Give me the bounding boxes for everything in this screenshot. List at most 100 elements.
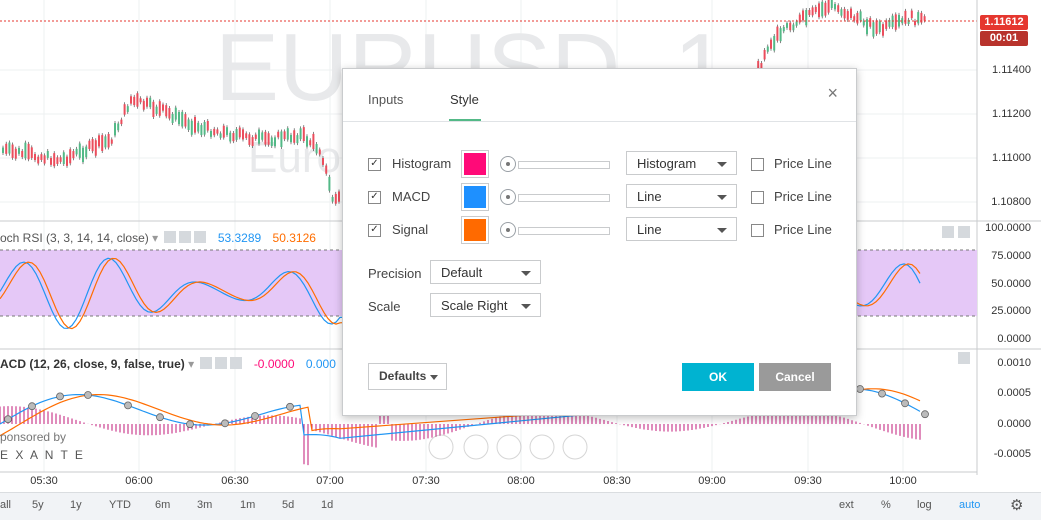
candle-body <box>334 193 337 204</box>
legend-dropdown-icon[interactable]: ▾ <box>188 357 195 371</box>
macd-visible-checkbox[interactable]: ✓ <box>368 191 381 204</box>
macd-cross-marker <box>878 389 886 398</box>
candle-body <box>174 107 177 120</box>
ext-button[interactable]: ext <box>839 499 854 511</box>
candle-body <box>834 4 836 10</box>
slider-knob[interactable] <box>500 189 516 205</box>
macd-cross-marker <box>56 392 64 401</box>
range-6m-button[interactable]: 6m <box>155 499 171 511</box>
histogram-color-picker[interactable] <box>461 150 489 178</box>
macd-color-picker[interactable] <box>461 183 489 211</box>
auto-button[interactable]: auto <box>959 499 981 511</box>
candle-body <box>920 12 923 23</box>
gear-icon[interactable] <box>215 357 228 369</box>
signal-color-picker[interactable] <box>461 216 489 244</box>
log-button[interactable]: log <box>917 499 932 511</box>
time-label: 10:00 <box>889 475 917 487</box>
range-all-button[interactable]: all <box>0 499 12 511</box>
range-3m-button[interactable]: 3m <box>197 499 213 511</box>
candle-body <box>130 96 132 104</box>
candle-body <box>37 156 40 164</box>
range-1m-button[interactable]: 1m <box>240 499 256 511</box>
candle-body <box>811 7 814 16</box>
candle-body <box>872 22 875 37</box>
macd-color-swatch <box>464 186 486 208</box>
candle-body <box>18 147 20 154</box>
stoch-rsi-legend[interactable]: och RSI (3, 3, 14, 14, close) ▾ 53.3289 … <box>0 231 316 245</box>
macd-price-line-checkbox[interactable] <box>751 191 764 204</box>
price-candles <box>2 0 926 206</box>
candle-body <box>206 120 209 131</box>
pane-up-icon[interactable] <box>942 226 954 238</box>
tab-inputs[interactable]: Inputs <box>368 92 404 107</box>
tab-style[interactable]: Style <box>450 92 479 107</box>
slider-knob[interactable] <box>500 222 516 238</box>
sponsored-by-label: ponsored by <box>0 430 67 444</box>
signal-opacity-slider[interactable] <box>500 222 610 238</box>
slider-knob[interactable] <box>500 156 516 172</box>
signal-price-line-checkbox[interactable] <box>751 224 764 237</box>
candle-body <box>149 97 152 108</box>
macd-plot-type-select[interactable]: Line <box>626 184 737 208</box>
legend-dropdown-icon[interactable]: ▾ <box>152 231 159 245</box>
candle-body <box>328 176 331 191</box>
ok-button[interactable]: OK <box>682 363 754 391</box>
signal-plot-type-select[interactable]: Line <box>626 217 737 241</box>
candle-body <box>213 128 216 136</box>
macd-opacity-slider[interactable] <box>500 189 610 205</box>
precision-select[interactable]: Default <box>430 260 541 284</box>
chevron-down-icon <box>430 375 438 380</box>
close-icon[interactable]: × <box>827 83 838 103</box>
settings-gear-icon[interactable]: ⚙ <box>1010 497 1024 514</box>
pane-down-icon[interactable] <box>958 226 970 238</box>
precision-label: Precision <box>368 266 422 281</box>
candle-body <box>286 128 289 140</box>
time-label: 09:30 <box>794 475 822 487</box>
histogram-plot-type-select[interactable]: Histogram <box>626 151 737 175</box>
sponsor-logo[interactable]: E X A N T E <box>0 448 85 462</box>
histogram-visible-checkbox[interactable]: ✓ <box>368 158 381 171</box>
candle-body <box>277 131 280 138</box>
range-ytd-button[interactable]: YTD <box>109 499 131 511</box>
slider-track[interactable] <box>518 194 610 202</box>
pane-up-icon[interactable] <box>958 352 970 364</box>
histogram-opacity-slider[interactable] <box>500 156 610 172</box>
candle-body <box>283 131 286 140</box>
macd-legend[interactable]: ACD (12, 26, close, 9, false, true) ▾ -0… <box>0 357 336 371</box>
histogram-price-line-checkbox[interactable] <box>751 158 764 171</box>
macd-cross-marker <box>901 399 909 408</box>
candle-body <box>123 104 126 115</box>
candle-body <box>760 63 763 69</box>
range-5y-button[interactable]: 5y <box>32 499 44 511</box>
candle-body <box>293 130 296 143</box>
range-1d-button[interactable]: 1d <box>321 499 334 511</box>
candle-body <box>302 127 305 142</box>
gear-icon[interactable] <box>179 231 192 243</box>
range-5d-button[interactable]: 5d <box>282 499 295 511</box>
precision-value: Default <box>441 265 483 280</box>
candle-body <box>5 143 8 154</box>
eye-icon[interactable] <box>200 357 213 369</box>
candle-body <box>197 122 200 132</box>
range-1y-button[interactable]: 1y <box>70 499 82 511</box>
candle-body <box>261 132 264 140</box>
cancel-button[interactable]: Cancel <box>759 363 831 391</box>
candle-body <box>94 140 97 156</box>
candle-body <box>757 60 760 72</box>
close-icon[interactable] <box>230 357 243 369</box>
eye-icon[interactable] <box>164 231 177 243</box>
candle-body <box>830 0 833 9</box>
slider-track[interactable] <box>518 227 610 235</box>
defaults-button[interactable]: Defaults <box>368 363 447 390</box>
close-icon[interactable] <box>194 231 207 243</box>
candle-body <box>258 129 260 144</box>
histogram-label: Histogram <box>392 156 452 171</box>
candle-body <box>338 191 340 202</box>
scale-select[interactable]: Scale Right <box>430 293 541 317</box>
signal-visible-checkbox[interactable]: ✓ <box>368 224 381 237</box>
slider-track[interactable] <box>518 161 610 169</box>
candle-body <box>325 165 328 174</box>
macd-cross-marker <box>221 419 229 428</box>
candle-body <box>866 19 868 35</box>
percent-button[interactable]: % <box>881 499 891 511</box>
